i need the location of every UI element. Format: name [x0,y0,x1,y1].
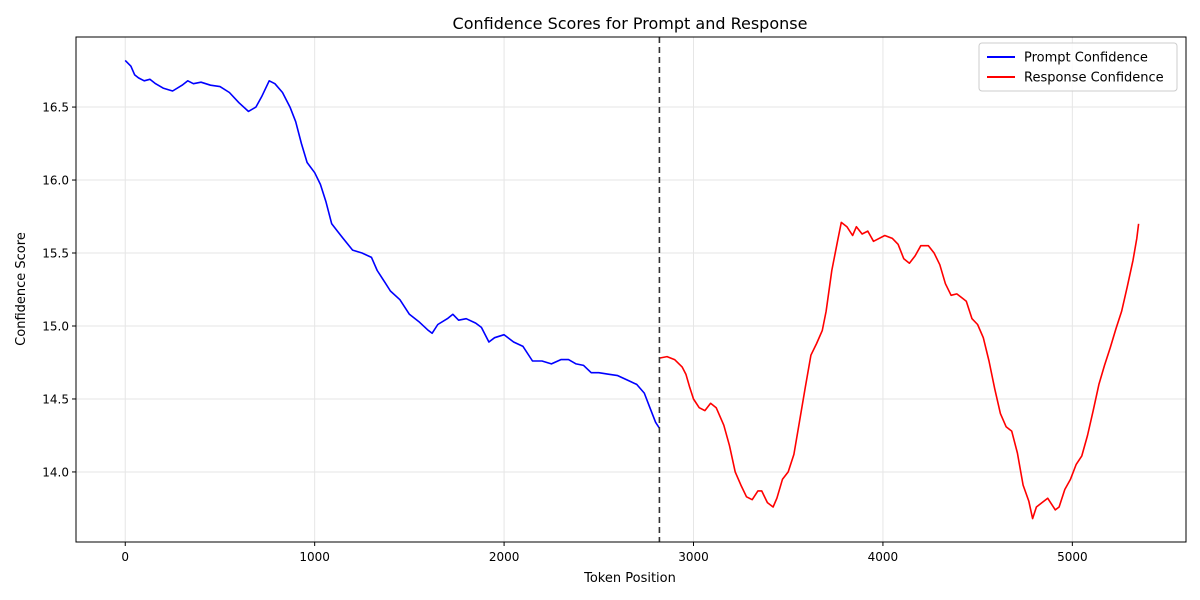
x-tick-label: 2000 [489,550,520,564]
x-axis-label: Token Position [583,571,676,586]
grid [76,37,1186,542]
legend-box [978,42,1178,92]
y-tick-label: 14.0 [42,465,69,479]
x-axis-ticks: 0 1000 2000 3000 4000 5000 [121,542,1088,564]
plot-frame [75,36,1187,543]
legend-label-prompt: Prompt Confidence [1024,51,1148,66]
y-tick-label: 15.0 [42,319,69,333]
legend-label-response: Response Confidence [1024,71,1164,86]
chart-title: Confidence Scores for Prompt and Respons… [453,14,808,33]
y-axis-label: Confidence Score [14,232,29,346]
x-tick-label: 5000 [1057,550,1088,564]
x-tick-label: 1000 [299,550,330,564]
plot-series [124,59,1140,520]
x-tick-label: 4000 [868,550,899,564]
y-tick-label: 14.5 [42,392,69,406]
x-tick-label: 0 [121,550,129,564]
y-axis-ticks: 14.0 14.5 15.0 15.5 16.0 16.5 [42,101,76,479]
legend: Prompt Confidence Response Confidence [978,42,1178,92]
y-tick-label: 16.5 [42,101,69,115]
response-confidence-line [659,221,1140,520]
y-tick-label: 16.0 [42,174,69,188]
y-tick-label: 15.5 [42,247,69,261]
prompt-confidence-line [124,59,661,429]
x-tick-label: 3000 [678,550,709,564]
